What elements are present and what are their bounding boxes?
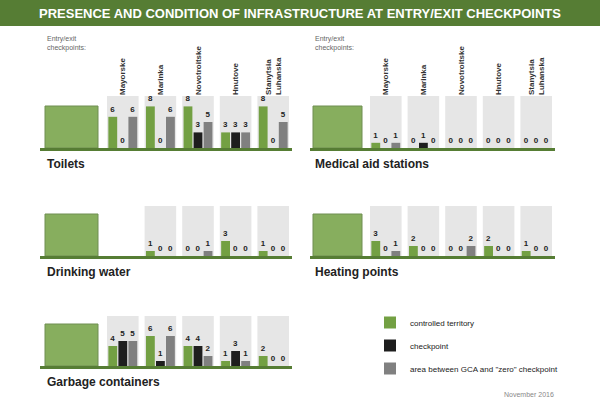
svg-text:0: 0: [168, 244, 173, 253]
svg-text:0: 0: [431, 136, 436, 145]
svg-text:3: 3: [243, 120, 248, 129]
svg-text:2: 2: [411, 234, 416, 243]
svg-text:6: 6: [148, 324, 153, 333]
svg-text:StanytsiaLuhanska: StanytsiaLuhanska: [264, 57, 283, 95]
svg-text:StanytsiaLuhanska: StanytsiaLuhanska: [527, 57, 546, 95]
svg-text:1: 1: [421, 131, 426, 140]
svg-text:6: 6: [168, 324, 173, 333]
svg-text:0: 0: [534, 244, 539, 253]
svg-text:controlled territory: controlled territory: [410, 319, 474, 328]
svg-text:0: 0: [486, 136, 491, 145]
svg-text:0: 0: [383, 136, 388, 145]
svg-text:6: 6: [130, 105, 135, 114]
svg-text:Marinka: Marinka: [156, 64, 165, 95]
svg-text:3: 3: [233, 120, 238, 129]
svg-text:0: 0: [534, 136, 539, 145]
svg-text:5: 5: [281, 110, 286, 119]
svg-text:Marinka: Marinka: [419, 64, 428, 95]
svg-text:0: 0: [506, 136, 511, 145]
svg-text:0: 0: [243, 244, 248, 253]
svg-text:0: 0: [448, 244, 453, 253]
svg-text:3: 3: [196, 120, 201, 129]
svg-text:2: 2: [469, 234, 474, 243]
svg-text:0: 0: [459, 244, 464, 253]
svg-text:4: 4: [110, 334, 115, 343]
svg-text:5: 5: [206, 110, 211, 119]
svg-text:5: 5: [130, 329, 135, 338]
svg-text:0: 0: [496, 244, 501, 253]
svg-text:8: 8: [185, 94, 190, 103]
svg-text:4: 4: [185, 334, 190, 343]
svg-text:6: 6: [110, 105, 115, 114]
svg-text:5: 5: [120, 329, 125, 338]
svg-text:2: 2: [486, 234, 491, 243]
svg-text:0: 0: [544, 136, 549, 145]
svg-text:1: 1: [393, 131, 398, 140]
svg-text:0: 0: [496, 136, 501, 145]
svg-text:0: 0: [185, 244, 190, 253]
svg-text:Entry/exitcheckpoints:: Entry/exitcheckpoints:: [47, 35, 86, 52]
svg-text:1: 1: [261, 239, 266, 248]
svg-text:Hnutove: Hnutove: [494, 62, 503, 95]
svg-text:3: 3: [233, 339, 238, 348]
svg-text:Medical aid stations: Medical aid stations: [315, 157, 429, 171]
svg-text:area between GCA and "zero" ch: area between GCA and "zero" checkpoint: [410, 365, 558, 374]
svg-text:0: 0: [524, 136, 529, 145]
svg-text:0: 0: [271, 354, 276, 363]
svg-text:2: 2: [206, 344, 211, 353]
svg-text:0: 0: [459, 136, 464, 145]
svg-text:PRESENCE AND CONDITION OF INFR: PRESENCE AND CONDITION OF INFRASTRUCTURE…: [39, 6, 561, 21]
svg-text:1: 1: [158, 349, 163, 358]
svg-text:8: 8: [148, 94, 153, 103]
svg-text:0: 0: [158, 136, 163, 145]
svg-text:Entry/exitcheckpoints:: Entry/exitcheckpoints:: [315, 35, 354, 52]
svg-text:0: 0: [196, 244, 201, 253]
svg-text:checkpoint: checkpoint: [410, 342, 449, 351]
svg-text:Heating points: Heating points: [315, 265, 399, 279]
svg-text:1: 1: [524, 239, 529, 248]
svg-text:Toilets: Toilets: [47, 157, 85, 171]
svg-text:0: 0: [281, 244, 286, 253]
svg-text:1: 1: [393, 239, 398, 248]
svg-text:0: 0: [271, 136, 276, 145]
svg-text:0: 0: [158, 244, 163, 253]
svg-text:Mayorske: Mayorske: [118, 58, 127, 95]
svg-text:1: 1: [373, 131, 378, 140]
svg-text:0: 0: [411, 136, 416, 145]
svg-text:0: 0: [544, 244, 549, 253]
svg-text:2: 2: [261, 344, 266, 353]
svg-text:Drinking water: Drinking water: [47, 265, 131, 279]
svg-text:0: 0: [431, 244, 436, 253]
svg-text:1: 1: [148, 239, 153, 248]
svg-text:0: 0: [271, 244, 276, 253]
svg-text:1: 1: [206, 239, 211, 248]
svg-text:8: 8: [261, 94, 266, 103]
svg-text:3: 3: [373, 229, 378, 238]
svg-text:1: 1: [223, 349, 228, 358]
svg-text:3: 3: [223, 120, 228, 129]
svg-text:0: 0: [281, 354, 286, 363]
svg-text:0: 0: [120, 136, 125, 145]
svg-text:1: 1: [243, 349, 248, 358]
svg-text:0: 0: [421, 244, 426, 253]
svg-text:0: 0: [469, 136, 474, 145]
svg-text:0: 0: [383, 244, 388, 253]
svg-text:0: 0: [448, 136, 453, 145]
svg-text:November 2016: November 2016: [504, 391, 554, 398]
svg-text:Hnutove: Hnutove: [231, 62, 240, 95]
svg-text:4: 4: [196, 334, 201, 343]
svg-text:6: 6: [168, 105, 173, 114]
svg-text:Mayorske: Mayorske: [381, 58, 390, 95]
svg-text:Novotroitske: Novotroitske: [457, 46, 466, 95]
svg-text:Garbage containers: Garbage containers: [47, 375, 160, 389]
svg-text:0: 0: [233, 244, 238, 253]
svg-text:3: 3: [223, 229, 228, 238]
svg-text:0: 0: [506, 244, 511, 253]
svg-text:Novotroitske: Novotroitske: [194, 46, 203, 95]
